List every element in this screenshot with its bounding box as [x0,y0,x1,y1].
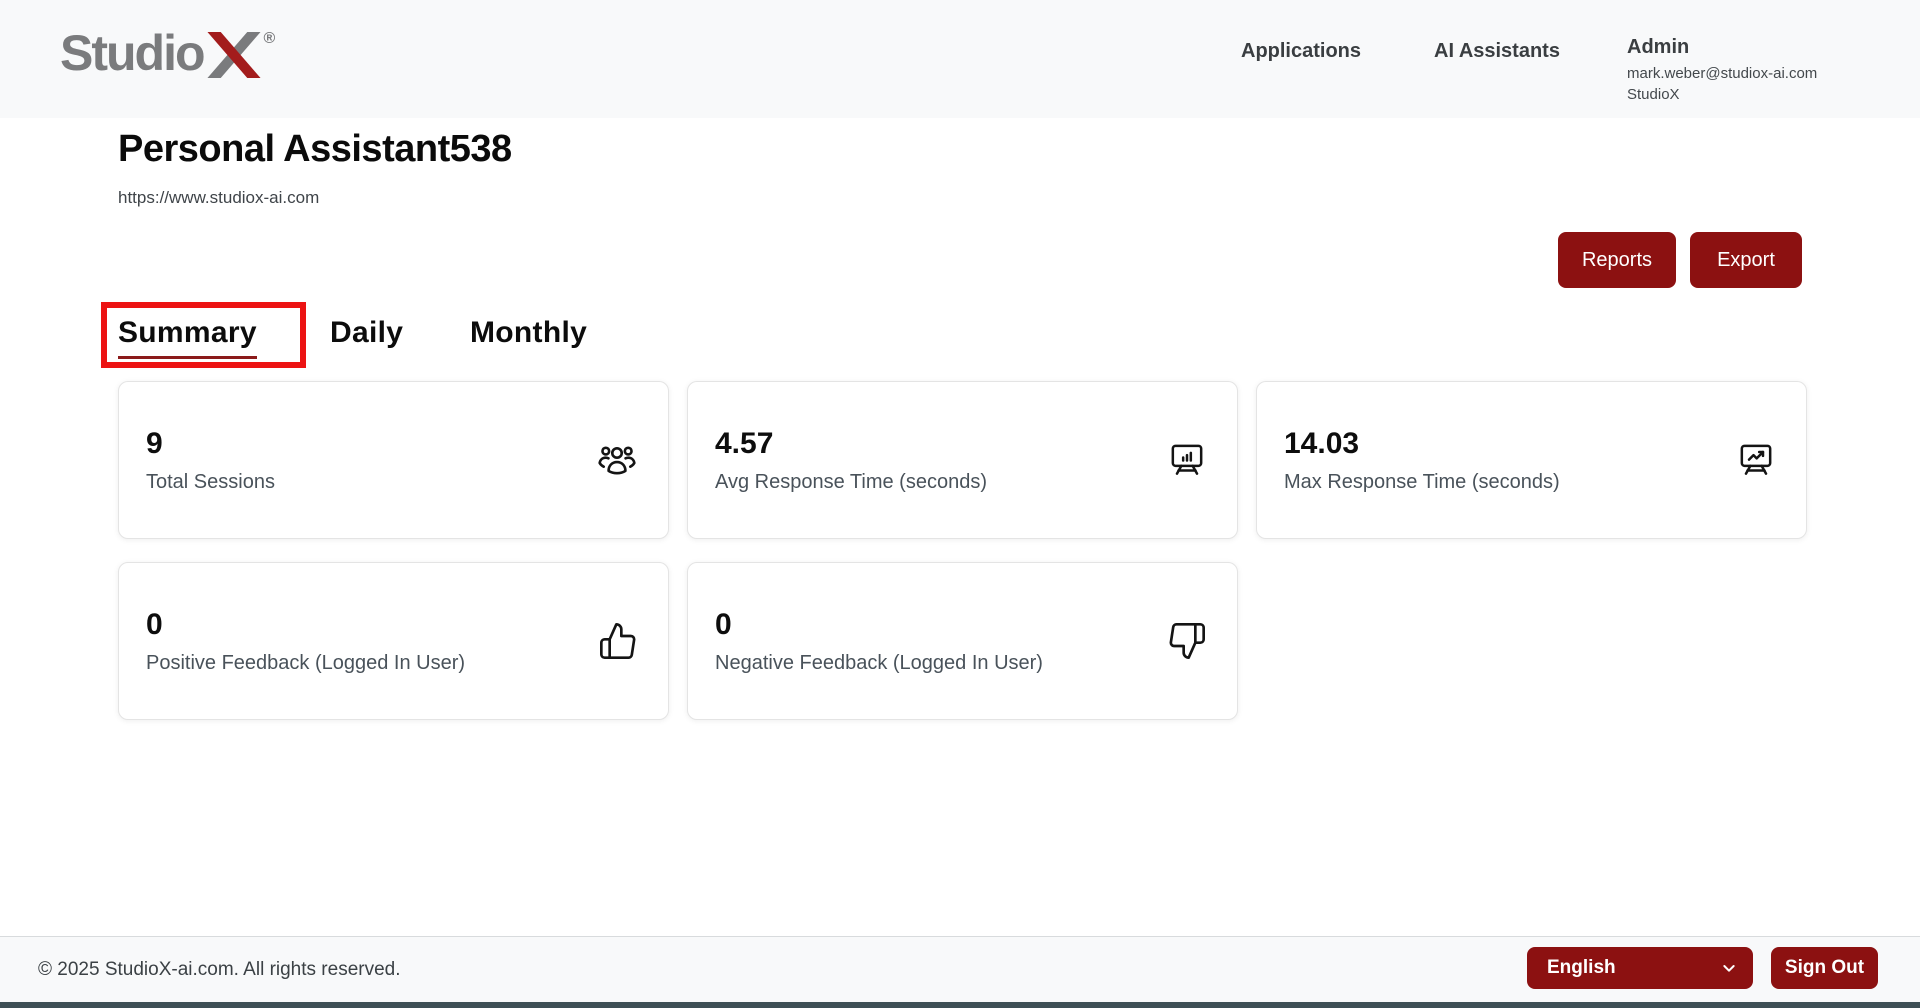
thumbs-down-icon [1167,621,1207,661]
presentation-bar-chart-icon [1167,440,1207,480]
avg-response-value: 4.57 [715,426,774,460]
negative-feedback-label: Negative Feedback (Logged In User) [715,651,1043,674]
total-sessions-label: Total Sessions [146,470,275,493]
page-title: Personal Assistant538 [118,128,512,170]
max-response-label: Max Response Time (seconds) [1284,470,1560,493]
card-max-response-time: 14.03 Max Response Time (seconds) [1256,381,1807,539]
negative-feedback-value: 0 [715,607,732,641]
presentation-trend-icon [1736,440,1776,480]
footer: © 2025 StudioX-ai.com. All rights reserv… [0,936,1920,1002]
total-sessions-value: 9 [146,426,163,460]
tab-monthly[interactable]: Monthly [470,316,588,349]
language-select-value: English [1547,957,1616,978]
sign-out-button[interactable]: Sign Out [1771,947,1878,989]
thumbs-up-icon [598,621,638,661]
users-icon [596,439,638,481]
nav-ai-assistants[interactable]: AI Assistants [1434,40,1560,62]
reports-button[interactable]: Reports [1558,232,1676,288]
chevron-down-icon [1723,965,1735,972]
user-email: mark.weber@studiox-ai.com [1627,65,1818,82]
tab-summary[interactable]: Summary [118,316,257,359]
positive-feedback-label: Positive Feedback (Logged In User) [146,651,466,674]
avg-response-label: Avg Response Time (seconds) [715,470,987,493]
user-org: StudioX [1627,86,1680,103]
card-total-sessions: 9 Total Sessions [118,381,669,539]
card-avg-response-time: 4.57 Avg Response Time (seconds) [687,381,1238,539]
positive-feedback-value: 0 [146,607,163,641]
copyright-text: © 2025 StudioX-ai.com. All rights reserv… [38,959,401,980]
studiox-logo[interactable]: Studio ® [60,28,275,78]
max-response-value: 14.03 [1284,426,1360,460]
user-name: Admin [1627,36,1690,58]
top-header: Studio ® Applications AI Assistants Admi… [0,0,1920,118]
bottom-accent-bar [0,1002,1920,1008]
user-block[interactable]: Admin mark.weber@studiox-ai.com StudioX [1627,36,1817,103]
nav-applications[interactable]: Applications [1241,40,1362,62]
export-button[interactable]: Export [1690,232,1802,288]
logo-x-icon [206,32,261,78]
language-select[interactable]: English [1527,947,1753,989]
card-negative-feedback: 0 Negative Feedback (Logged In User) [687,562,1238,720]
logo-text: Studio [60,25,206,81]
tab-daily[interactable]: Daily [330,316,404,349]
card-positive-feedback: 0 Positive Feedback (Logged In User) [118,562,669,720]
page-url: https://www.studiox-ai.com [118,188,320,207]
registered-mark: ® [263,30,276,47]
